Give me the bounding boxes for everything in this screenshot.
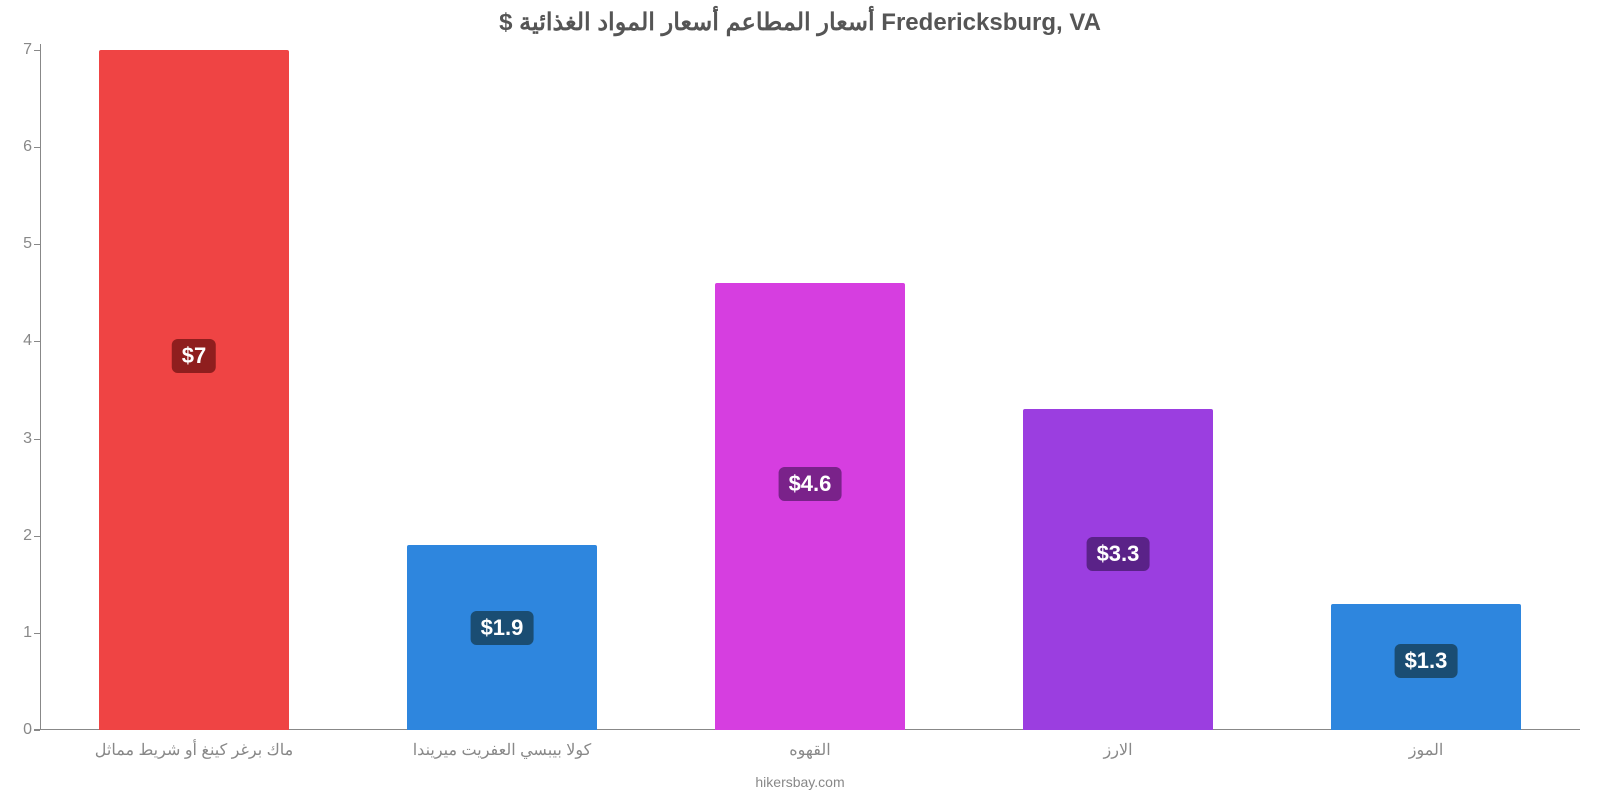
- price-chart: $ أسعار المطاعم أسعار المواد الغذائية Fr…: [0, 0, 1600, 800]
- xtick-label: ماك برغر كينغ أو شريط مماثل: [95, 730, 293, 760]
- bar: $4.6: [715, 283, 906, 730]
- ytick-mark: [34, 633, 40, 634]
- ytick-mark: [34, 439, 40, 440]
- value-badge: $1.3: [1395, 644, 1458, 678]
- ytick-mark: [34, 730, 40, 731]
- value-badge: $4.6: [779, 467, 842, 501]
- value-badge: $7: [172, 339, 216, 373]
- xtick-label: الموز: [1409, 730, 1444, 760]
- ytick-mark: [34, 536, 40, 537]
- xtick-label: كولا بيبسي العفريت ميريندا: [413, 730, 592, 760]
- bar: $1.9: [407, 545, 598, 730]
- xtick-label: القهوه: [789, 730, 830, 760]
- bar: $3.3: [1023, 409, 1214, 730]
- ytick-mark: [34, 50, 40, 51]
- y-axis: [40, 44, 41, 730]
- ytick-mark: [34, 147, 40, 148]
- chart-footer: hikersbay.com: [755, 774, 844, 790]
- ytick-mark: [34, 244, 40, 245]
- value-badge: $3.3: [1087, 537, 1150, 571]
- chart-title: $ أسعار المطاعم أسعار المواد الغذائية Fr…: [0, 0, 1600, 37]
- value-badge: $1.9: [471, 611, 534, 645]
- plot-area: 01234567$7ماك برغر كينغ أو شريط مماثل$1.…: [40, 50, 1580, 730]
- xtick-label: الارز: [1103, 730, 1132, 760]
- ytick-mark: [34, 341, 40, 342]
- bar: $7: [99, 50, 290, 730]
- bar: $1.3: [1331, 604, 1522, 730]
